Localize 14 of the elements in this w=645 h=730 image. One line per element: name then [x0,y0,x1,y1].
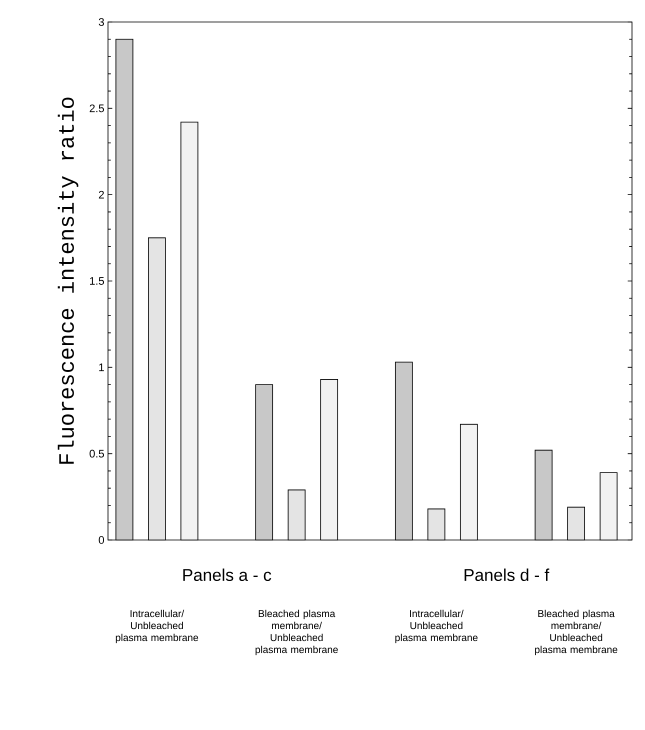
text: Panels a - c [183,568,272,582]
y-tick-label: 3 [98,18,104,26]
x-tick-label: Bleached plasma membrane/ Unbleached plasma membrane [535,610,618,656]
y-axis-title: Fluorescence intensity ratio [58,98,78,464]
text: Panels d - f [464,568,550,582]
x-tick-label: Bleached plasma membrane/ Unbleached plasma membrane [256,610,338,656]
y-tick-label: 0.5 [90,450,104,458]
y-tick-label: 0 [98,536,104,544]
x-tick-label: Intracellular/ Unbleached plasma membrane [116,610,198,644]
y-tick-label: 1.5 [90,277,104,285]
x-tick-label: Intracellular/ Unbleached plasma membrane [395,610,478,644]
y-tick-label: 2 [98,190,104,199]
y-tick-label: 2.5 [90,104,104,112]
y-tick-label: 1 [99,364,104,372]
